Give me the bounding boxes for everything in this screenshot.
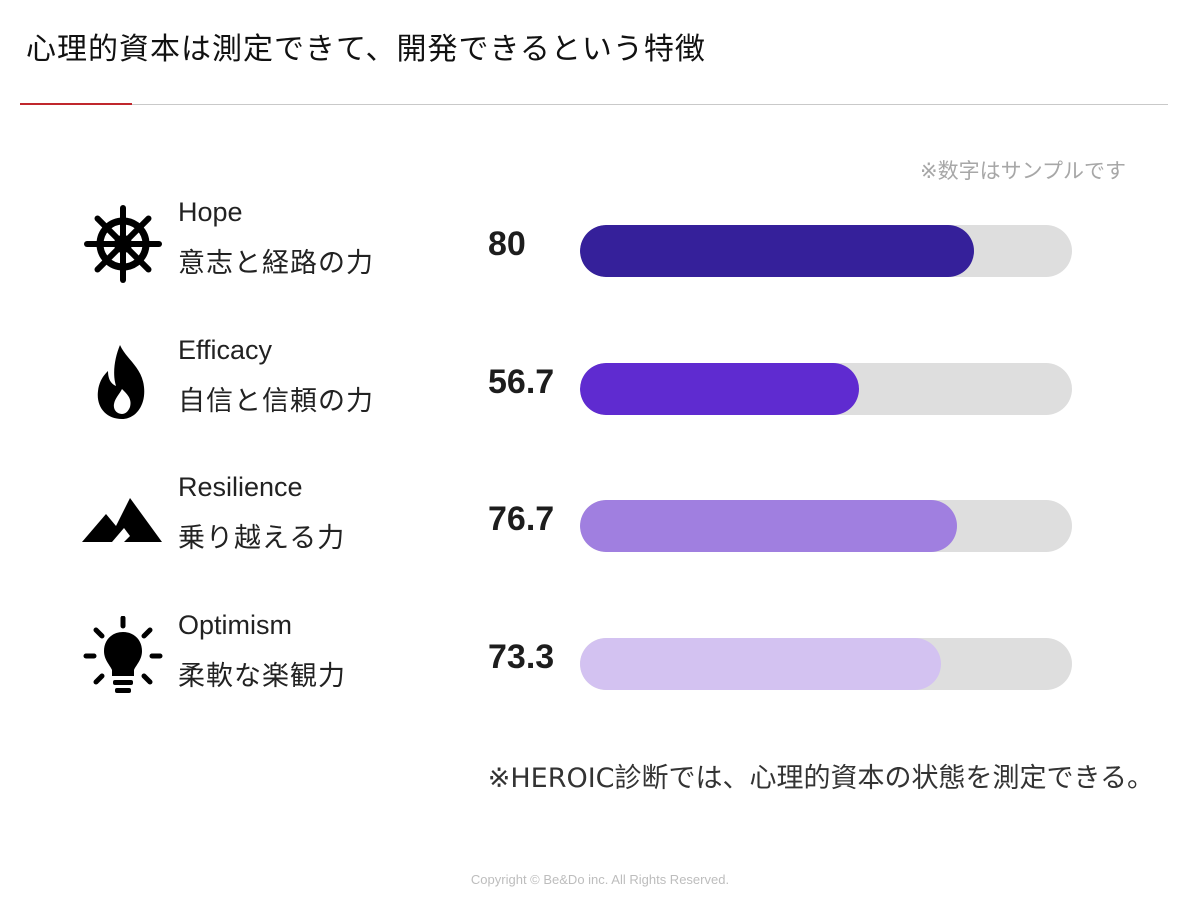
progress-track	[580, 225, 1072, 277]
title-accent-line	[20, 103, 132, 105]
progress-track	[580, 638, 1072, 690]
copyright: Copyright © Be&Do inc. All Rights Reserv…	[470, 872, 730, 887]
metric-value: 73.3	[488, 638, 555, 676]
flame-icon	[82, 341, 164, 423]
metric-name: Resilience	[178, 472, 303, 502]
metric-description: 乗り越える力	[178, 523, 346, 554]
ship-wheel-icon	[82, 203, 164, 285]
title-divider	[20, 104, 1168, 105]
progress-track	[580, 363, 1072, 415]
metric-efficacy: Efficacy 自信と信頼の力 56.7	[0, 333, 1200, 433]
sample-note: ※数字はサンプルです	[920, 159, 1126, 183]
metric-value: 76.7	[488, 500, 555, 538]
metric-resilience: Resilience 乗り越える力 76.7	[0, 470, 1200, 570]
page-title: 心理的資本は測定できて、開発できるという特徴	[26, 32, 706, 67]
progress-track	[580, 500, 1072, 552]
metric-description: 意志と経路の力	[178, 248, 374, 279]
metric-value: 80	[488, 225, 526, 263]
metric-name: Efficacy	[178, 335, 273, 365]
metric-description: 柔軟な楽観力	[178, 661, 346, 692]
metric-name: Hope	[178, 197, 243, 227]
metric-hope: Hope 意志と経路の力 80	[0, 195, 1200, 295]
metric-value: 56.7	[488, 363, 555, 401]
footnote: ※HEROIC診断では、心理的資本の状態を測定できる。	[487, 763, 1154, 794]
progress-fill	[580, 500, 958, 552]
metric-name: Optimism	[178, 610, 292, 640]
metric-description: 自信と信頼の力	[178, 386, 374, 417]
mountain-icon	[82, 478, 164, 560]
progress-fill	[580, 363, 859, 415]
metric-optimism: Optimism 柔軟な楽観力 73.3	[0, 608, 1200, 708]
progress-fill	[580, 638, 941, 690]
progress-fill	[580, 225, 974, 277]
lightbulb-icon	[82, 616, 164, 698]
